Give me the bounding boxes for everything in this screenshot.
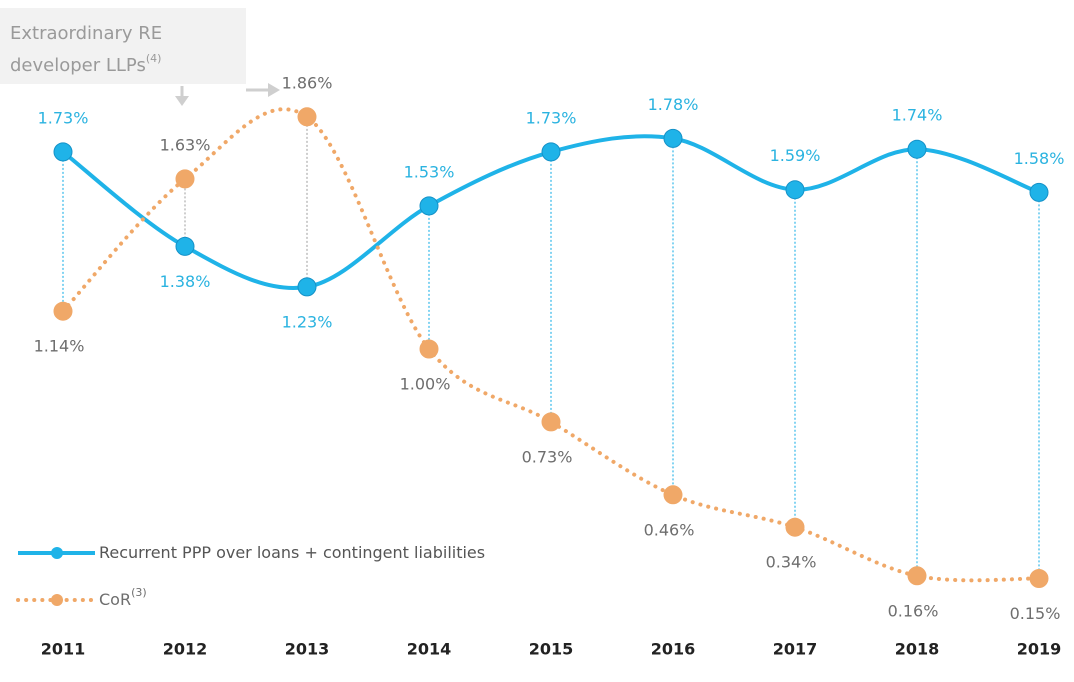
legend-label: Recurrent PPP over loans + contingent li… bbox=[99, 543, 485, 562]
x-tick-label: 2016 bbox=[651, 640, 696, 659]
data-point bbox=[297, 107, 317, 127]
x-tick-label: 2012 bbox=[163, 640, 208, 659]
data-point bbox=[1029, 182, 1049, 202]
data-point bbox=[419, 339, 439, 359]
x-tick-label: 2011 bbox=[41, 640, 86, 659]
data-point bbox=[297, 277, 317, 297]
data-label: 1.38% bbox=[160, 272, 211, 291]
legend-marker bbox=[51, 594, 63, 606]
annotation-text: developer LLPs bbox=[10, 55, 146, 76]
data-point bbox=[53, 142, 73, 162]
data-point bbox=[1029, 569, 1049, 588]
data-label: 0.73% bbox=[522, 447, 573, 466]
data-label: 1.23% bbox=[282, 312, 333, 331]
data-label: 1.78% bbox=[648, 95, 699, 114]
legend-label: CoR(3) bbox=[99, 586, 147, 609]
data-point bbox=[541, 412, 561, 432]
data-point bbox=[53, 301, 73, 321]
legend-label: CoR bbox=[99, 590, 131, 609]
data-label: 0.34% bbox=[766, 553, 817, 572]
data-label: 1.63% bbox=[160, 135, 211, 154]
data-point bbox=[663, 128, 683, 148]
legend-superscript: (3) bbox=[131, 586, 147, 599]
data-label: 0.15% bbox=[1010, 604, 1061, 623]
data-point bbox=[175, 236, 195, 256]
annotation-superscript: (4) bbox=[146, 52, 162, 65]
data-label: 1.73% bbox=[526, 108, 577, 127]
data-point bbox=[785, 517, 805, 537]
data-point bbox=[419, 196, 439, 216]
legend-label: Recurrent PPP over loans + contingent li… bbox=[99, 543, 485, 562]
data-point bbox=[907, 566, 927, 586]
data-point bbox=[541, 142, 561, 162]
annotation-text: Extraordinary RE bbox=[10, 23, 162, 44]
data-label: 1.00% bbox=[400, 375, 451, 394]
annotation-text: developer LLPs(4) bbox=[10, 52, 161, 76]
data-point bbox=[663, 485, 683, 505]
x-tick-label: 2019 bbox=[1017, 640, 1062, 659]
data-label: 1.14% bbox=[34, 337, 85, 356]
data-point bbox=[175, 169, 195, 189]
data-label: 1.73% bbox=[38, 108, 89, 127]
annotation-box bbox=[0, 8, 246, 84]
data-label: 1.74% bbox=[892, 106, 943, 125]
data-label: 0.46% bbox=[644, 520, 695, 539]
data-point bbox=[907, 139, 927, 159]
data-label: 0.16% bbox=[888, 601, 939, 620]
data-label: 1.58% bbox=[1014, 149, 1065, 168]
x-tick-label: 2017 bbox=[773, 640, 818, 659]
data-label: 1.53% bbox=[404, 162, 455, 181]
data-point bbox=[785, 180, 805, 200]
annotation-arrows bbox=[175, 83, 280, 106]
series-line bbox=[61, 107, 1041, 583]
x-tick-label: 2015 bbox=[529, 640, 574, 659]
x-tick-label: 2014 bbox=[407, 640, 452, 659]
legend-marker bbox=[51, 547, 63, 559]
x-tick-label: 2013 bbox=[285, 640, 330, 659]
data-label: 1.59% bbox=[770, 146, 821, 165]
data-label: 1.86% bbox=[282, 73, 333, 92]
x-tick-label: 2018 bbox=[895, 640, 940, 659]
